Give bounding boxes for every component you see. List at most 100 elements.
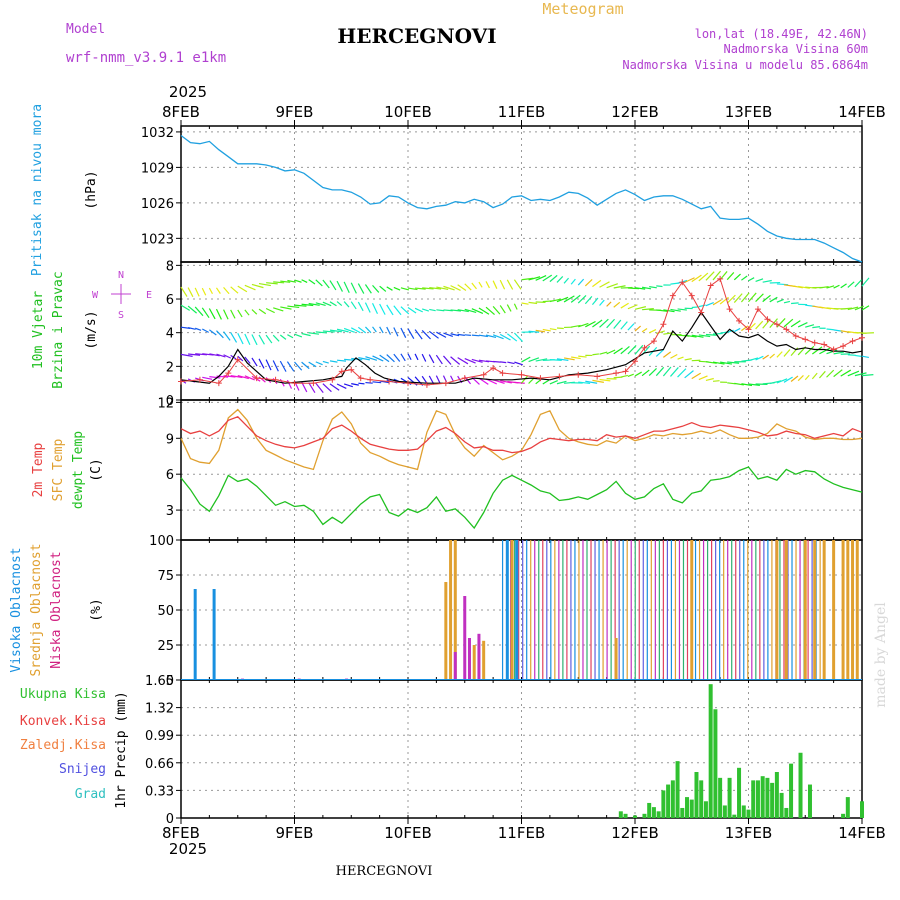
- wind-barb: [237, 333, 244, 345]
- wind-barb: [691, 306, 699, 309]
- wind-unit: (m/s): [84, 310, 99, 349]
- x-tick-label-bottom: 12FEB: [611, 824, 658, 842]
- wind-barb: [457, 284, 467, 292]
- wind-barb: [798, 285, 810, 289]
- wind-barb: [471, 334, 480, 337]
- wind-barb: [563, 357, 575, 361]
- wind-barb: [421, 353, 427, 362]
- wind-barb: [244, 309, 250, 316]
- x-tick-label-top: 8FEB: [162, 103, 200, 121]
- wind-gust-marker: [840, 343, 847, 350]
- wind-barb: [435, 354, 443, 365]
- wind-barb: [762, 319, 771, 329]
- wind-barb: [230, 375, 243, 379]
- wind-barb: [705, 361, 717, 364]
- wind-barb: [861, 277, 870, 287]
- wind-barb: [819, 286, 829, 289]
- model-elevation-label: Nadmorska Visina u modelu 85.6864m: [622, 58, 868, 72]
- compass-letter: E: [146, 290, 152, 301]
- wind-barb: [215, 287, 221, 294]
- wind-barb: [826, 328, 834, 331]
- wind-barb: [840, 307, 853, 310]
- wind-barb: [634, 325, 642, 332]
- cloud-bar: [212, 589, 216, 680]
- wind-barb: [322, 360, 329, 364]
- wind-barb: [315, 361, 323, 366]
- wind-barb: [847, 281, 855, 288]
- y-tick-label: 8: [166, 259, 174, 274]
- wind-barb: [471, 282, 477, 290]
- wind-barb: [649, 286, 657, 289]
- wind-barb: [861, 305, 870, 311]
- wind-barb: [358, 357, 370, 361]
- precip-bar: [751, 780, 756, 818]
- wind-barb: [386, 326, 392, 335]
- wind-barb: [847, 370, 860, 377]
- wind-barb: [613, 319, 622, 329]
- temp-unit: (C): [89, 458, 104, 481]
- wind-barb: [244, 333, 251, 346]
- wind-barb: [308, 279, 316, 285]
- wind-barb: [478, 281, 483, 288]
- wind-barb: [407, 307, 417, 314]
- precip-bar: [675, 761, 680, 818]
- wind-barb: [187, 327, 196, 330]
- wind-barb: [436, 286, 449, 290]
- wind-barb: [244, 356, 251, 364]
- wind-barb: [570, 294, 581, 303]
- precip-bar: [789, 763, 794, 818]
- cloud-bar: [822, 540, 826, 680]
- wind-barb: [414, 353, 419, 361]
- wind-barb: [443, 355, 452, 365]
- wind-barb: [578, 381, 591, 385]
- wind-barb: [734, 382, 744, 386]
- wind-barb: [301, 303, 314, 307]
- wind-barb: [670, 354, 678, 359]
- wind-barb: [443, 285, 455, 291]
- wind-barb: [485, 334, 497, 339]
- wind-barb: [818, 370, 826, 379]
- wind-barb: [393, 286, 401, 291]
- wind-barb: [712, 380, 720, 382]
- wind-barb: [741, 275, 748, 281]
- wind-gust-marker: [764, 316, 771, 323]
- x-tick-label-bottom: 14FEB: [838, 824, 885, 842]
- wind-barb: [663, 351, 672, 358]
- wind-barb: [258, 308, 267, 315]
- wind-barb: [620, 321, 628, 330]
- wind-barb: [429, 286, 442, 290]
- wind-barb: [322, 383, 332, 393]
- wind-barb: [365, 381, 373, 384]
- wind-barb: [521, 277, 534, 281]
- wind-barb: [797, 321, 808, 328]
- wind-barb: [506, 304, 512, 312]
- wind-barb: [450, 375, 455, 382]
- pressure-line: [180, 134, 863, 263]
- wind-barb: [606, 349, 616, 355]
- y-tick-label: 50: [157, 604, 174, 619]
- wind-barb: [208, 287, 214, 295]
- wind-barb: [542, 379, 550, 385]
- wind-barb: [301, 279, 308, 283]
- wind-barb: [506, 333, 518, 342]
- wind-barb: [364, 302, 371, 313]
- wind-barb: [535, 275, 547, 281]
- wind-barb: [294, 304, 307, 307]
- wind-barb: [811, 372, 818, 380]
- x-tick-label-bottom: 9FEB: [276, 824, 314, 842]
- wind-barb: [833, 351, 845, 355]
- wind-compass-icon: N S W E: [92, 270, 152, 321]
- wind-gust-marker: [348, 366, 355, 373]
- wind-barb: [748, 277, 755, 282]
- wind-ylabel-1: 10m Vjetar: [31, 291, 46, 369]
- wind-barb: [535, 329, 546, 333]
- wind-barb: [684, 370, 694, 379]
- precip-bar: [845, 797, 850, 818]
- compass-letter: N: [118, 270, 124, 281]
- wind-barb: [535, 379, 542, 385]
- wind-barb: [379, 326, 384, 334]
- x-tick-label-bottom: 13FEB: [725, 824, 772, 842]
- wind-barb: [365, 326, 372, 334]
- wind-gust-marker: [338, 368, 345, 375]
- wind-barb: [727, 361, 740, 364]
